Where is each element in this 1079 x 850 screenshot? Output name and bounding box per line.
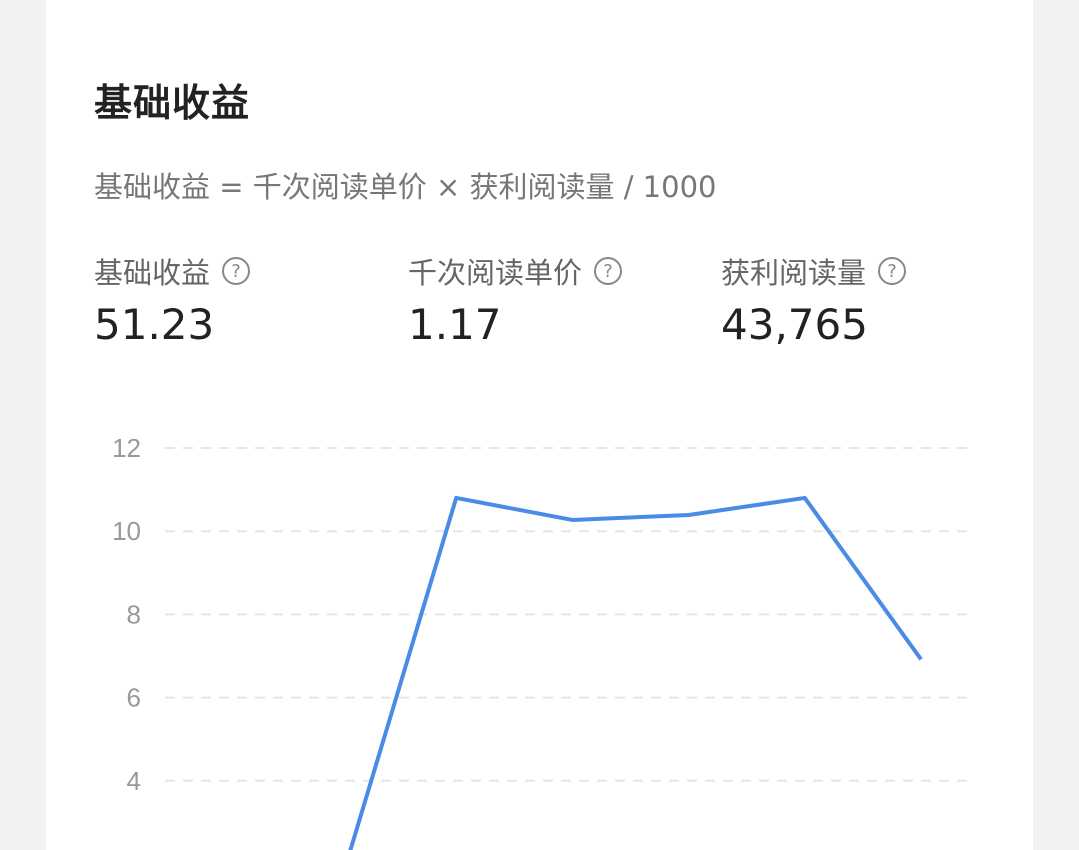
card-title: 基础收益	[94, 81, 251, 125]
y-tick-label: 12	[112, 433, 141, 463]
metric-basic-income: 基础收益? 51.23	[94, 250, 251, 349]
y-tick-label: 4	[127, 766, 141, 796]
y-tick-label: 10	[112, 516, 141, 546]
y-tick-label: 6	[127, 683, 141, 713]
basic-income-card: 基础收益 基础收益 = 千次阅读单价 × 获利阅读量 / 1000 基础收益? …	[46, 0, 1033, 850]
metric-label: 获利阅读量	[721, 256, 867, 290]
question-circle-icon[interactable]: ?	[594, 257, 623, 285]
metric-label: 基础收益	[94, 256, 211, 290]
series-line	[348, 495, 923, 850]
question-circle-icon[interactable]: ?	[222, 257, 251, 285]
metric-profit-reads: 获利阅读量? 43,765	[721, 250, 907, 349]
metric-value: 51.23	[94, 300, 215, 349]
y-tick-label: 8	[127, 599, 141, 629]
metric-value: 43,765	[721, 300, 868, 349]
question-circle-icon[interactable]: ?	[878, 257, 907, 285]
metric-cpm: 千次阅读单价? 1.17	[408, 250, 623, 349]
formula-text: 基础收益 = 千次阅读单价 × 获利阅读量 / 1000	[94, 170, 717, 204]
metric-value: 1.17	[408, 300, 502, 349]
metric-label: 千次阅读单价	[408, 256, 583, 290]
